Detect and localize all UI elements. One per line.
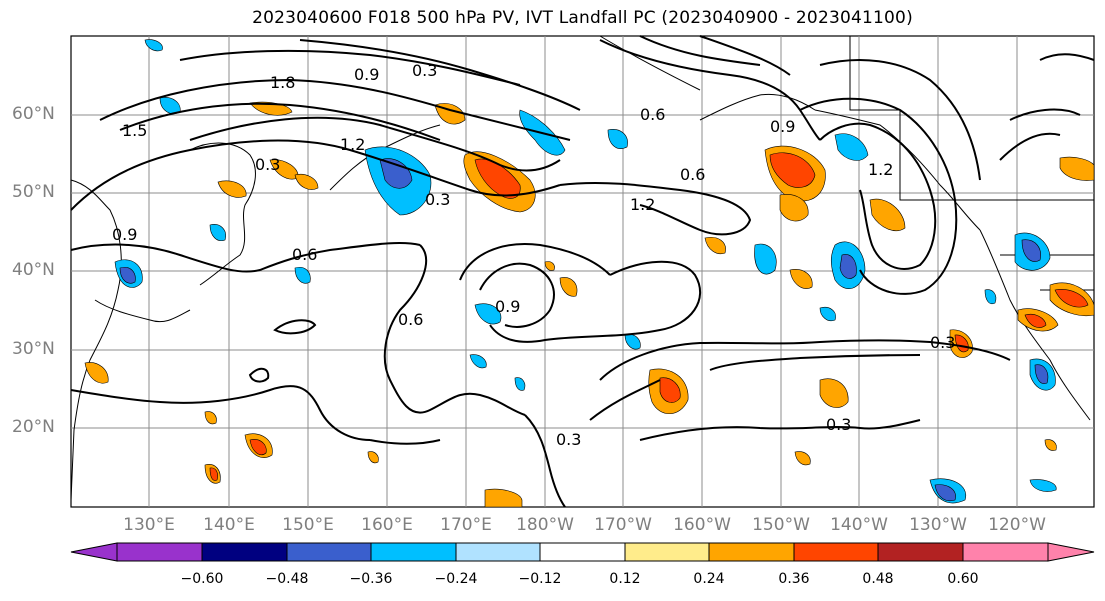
contour-label: 0.9 — [495, 297, 520, 316]
contour-label: 1.8 — [270, 73, 295, 92]
contour-label: 0.6 — [640, 105, 665, 124]
colorbar-tick-label: 0.24 — [693, 571, 725, 587]
lon-label: 120°W — [988, 515, 1046, 535]
lat-label: 20°N — [12, 417, 55, 437]
contour-label: 1.5 — [122, 121, 147, 140]
pv-contours — [70, 35, 1095, 508]
contour-label: 1.2 — [630, 195, 655, 214]
colorbar-tick-label: 0.48 — [862, 571, 894, 587]
contour-label: 0.9 — [770, 117, 795, 136]
contour-label: 0.6 — [680, 165, 705, 184]
colorbar-tick-label: −0.60 — [180, 571, 224, 587]
lon-label: 140°E — [203, 515, 255, 535]
lon-label: 140°W — [830, 515, 888, 535]
lat-label: 50°N — [12, 182, 55, 202]
lat-label: 40°N — [12, 260, 55, 280]
contour-label: 1.2 — [868, 160, 893, 179]
lat-label: 30°N — [12, 339, 55, 359]
colorbar-tick-label: 0.60 — [947, 571, 979, 587]
lon-label: 130°W — [909, 515, 967, 535]
contour-label-group: 0.3 0.9 1.8 1.5 1.2 0.3 0.3 0.6 0.9 0.6 … — [112, 61, 955, 449]
contour-label: 0.9 — [112, 225, 137, 244]
map-title: 2023040600 F018 500 hPa PV, IVT Landfall… — [252, 8, 913, 28]
contour-label: 1.2 — [340, 135, 365, 154]
contour-label: 0.3 — [556, 430, 581, 449]
contour-label: 0.3 — [930, 333, 955, 352]
contour-label: 0.6 — [398, 310, 423, 329]
contour-label: 0.3 — [425, 190, 450, 209]
contour-label: 0.3 — [255, 155, 280, 174]
lon-label: 170°W — [594, 515, 652, 535]
colorbar-tick-label: −0.24 — [434, 571, 478, 587]
lon-label: 150°W — [752, 515, 810, 535]
contour-label: 0.6 — [292, 245, 317, 264]
contour-label: 0.3 — [412, 61, 437, 80]
lon-label: 150°E — [282, 515, 334, 535]
colorbar-min-extend — [70, 542, 118, 562]
lon-label: 180°W — [516, 515, 574, 535]
contour-label: 0.9 — [354, 65, 379, 84]
lat-label: 60°N — [12, 104, 55, 124]
colorbar-tick-label: −0.48 — [265, 571, 309, 587]
colorbar-tick-label: 0.36 — [778, 571, 810, 587]
negative-anomalies — [114, 39, 1057, 504]
lon-label: 170°E — [440, 515, 492, 535]
colorbar-tick-label: 0.12 — [609, 571, 641, 587]
colorbar-tick-label: −0.12 — [518, 571, 562, 587]
colorbar-tick-label: −0.36 — [349, 571, 393, 587]
lon-label: 160°W — [673, 515, 731, 535]
contour-label: 0.3 — [826, 415, 851, 434]
colorbar — [70, 542, 1095, 562]
lon-label: 130°E — [123, 515, 175, 535]
colorbar-max-extend — [1047, 542, 1095, 562]
lon-label: 160°E — [361, 515, 413, 535]
